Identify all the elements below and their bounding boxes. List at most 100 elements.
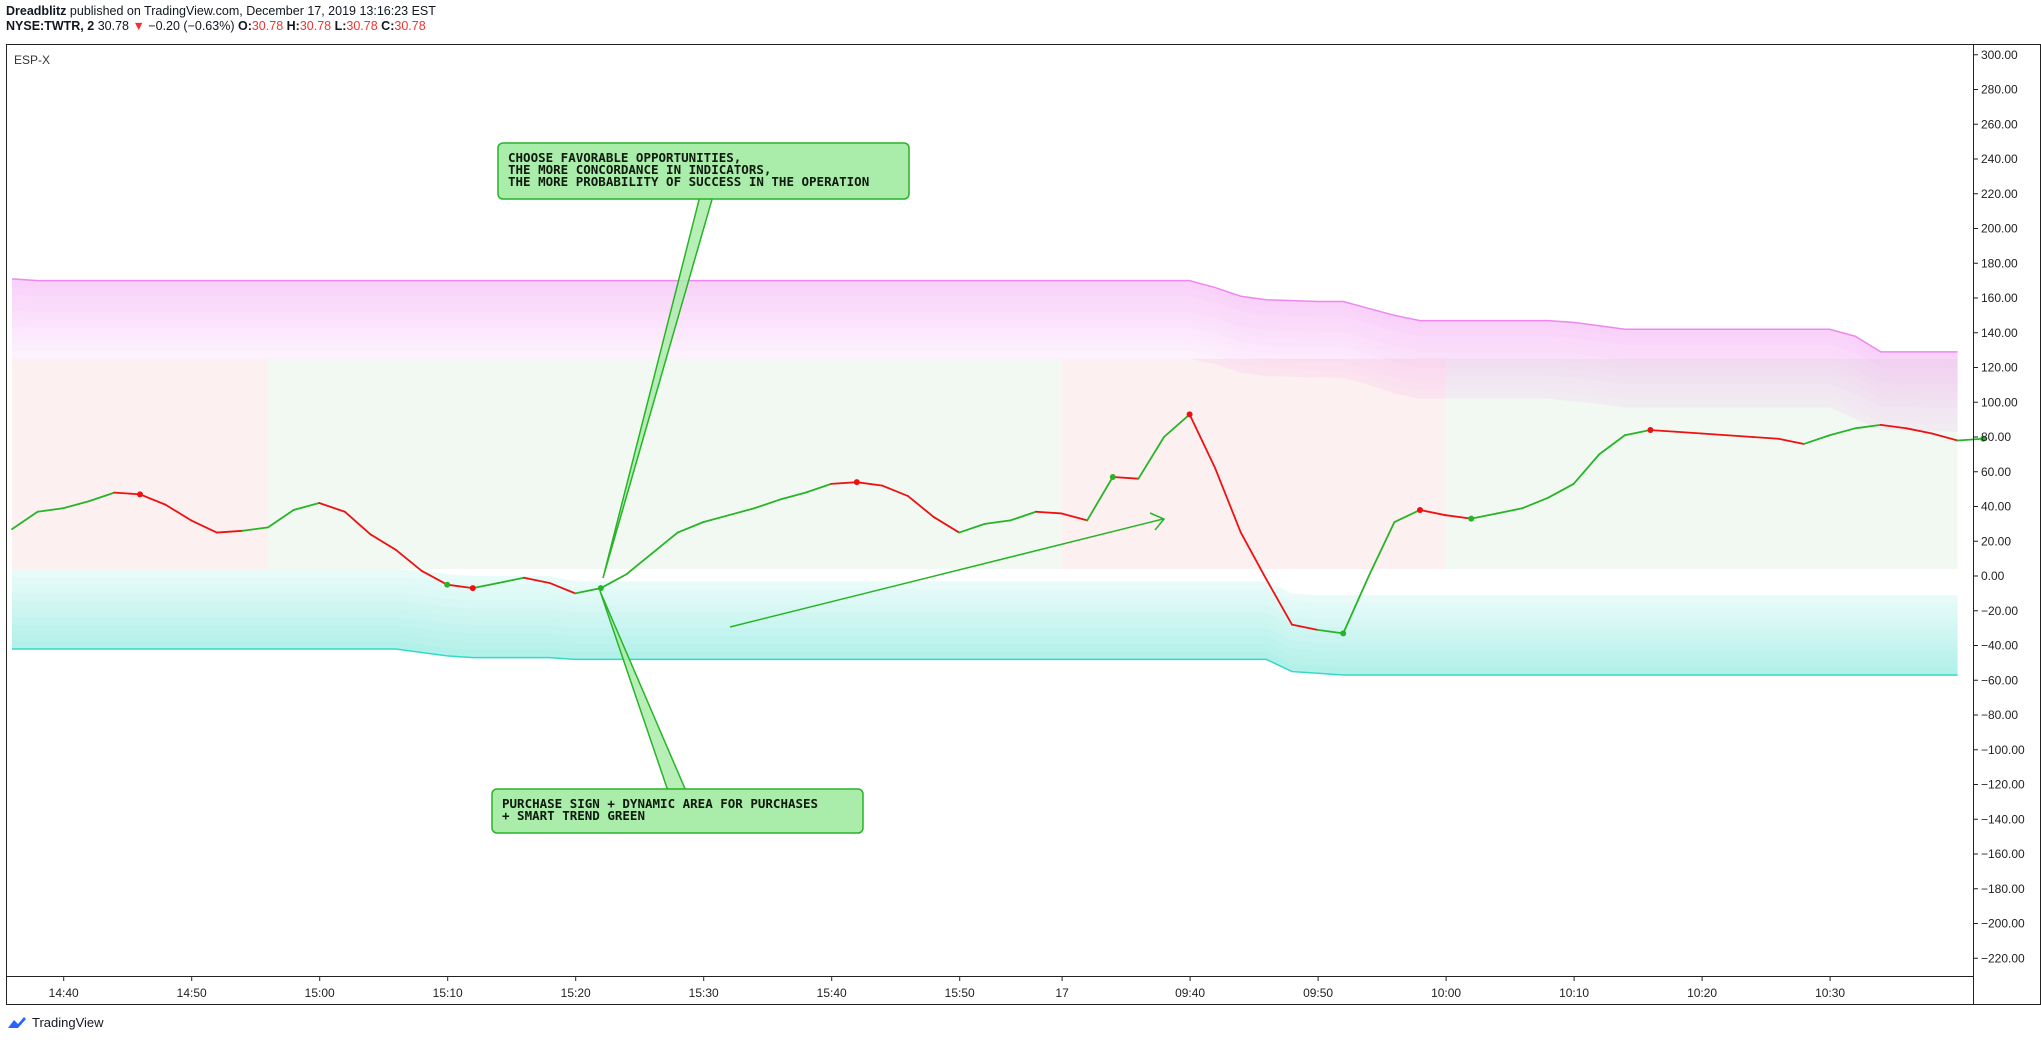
y-tick-label: 40.00 — [1981, 500, 2011, 514]
price-segment — [267, 509, 295, 529]
upper-band-layer — [12, 310, 1958, 392]
price-segment — [395, 549, 423, 572]
y-tick-label: 100.00 — [1981, 395, 2018, 409]
price-segment — [1214, 467, 1242, 534]
price-segment — [1137, 436, 1165, 480]
price-segment — [727, 507, 756, 517]
price-segment — [36, 507, 65, 513]
lower-band-layer — [12, 577, 1958, 612]
annotation-line: THE MORE PROBABILITY OF SUCCESS IN THE O… — [508, 174, 869, 189]
price-segment — [1316, 628, 1345, 635]
background-zone — [1445, 358, 1958, 570]
price-segment — [164, 503, 193, 522]
price-segment — [1547, 483, 1575, 499]
signal-dot — [597, 585, 604, 592]
symbol-label: NYSE:TWTR, 2 — [6, 19, 95, 33]
price-segment — [1598, 434, 1626, 456]
y-tick-label: 180.00 — [1981, 256, 2018, 270]
price-segment — [1035, 510, 1063, 515]
price-segment — [1393, 509, 1421, 524]
price-segment — [1495, 507, 1524, 515]
y-tick-label: 260.00 — [1981, 117, 2018, 131]
y-tick-label: 140.00 — [1981, 326, 2018, 340]
signal-dot — [1468, 515, 1475, 522]
price-segment — [676, 521, 705, 534]
signal-dot — [1186, 411, 1193, 418]
signal-dot — [469, 585, 476, 592]
x-tick-label: 10:30 — [1815, 986, 1845, 1000]
x-tick-label: 10:00 — [1431, 986, 1461, 1000]
x-tick-label: 10:10 — [1559, 986, 1589, 1000]
price-segment — [1649, 429, 1677, 433]
price-change: −0.20 (−0.63%) — [148, 19, 235, 33]
price-segment — [62, 500, 90, 510]
indicator-label: ESP-X — [14, 53, 50, 67]
callout-opportunities: CHOOSE FAVORABLE OPPORTUNITIES, THE MORE … — [497, 142, 910, 200]
price-segment — [1521, 496, 1549, 510]
y-tick-label: −120.00 — [1981, 778, 2025, 792]
x-tick-label: 14:40 — [49, 986, 79, 1000]
x-tick-label: 15:30 — [689, 986, 719, 1000]
price-axis[interactable]: 300.00 280.00 260.00 240.00 220.00 200.00 180.… — [1973, 48, 2025, 966]
chart-header: Dreadblitz published on TradingView.com,… — [6, 4, 436, 34]
price-segment — [1444, 514, 1473, 520]
y-tick-label: −40.00 — [1981, 639, 2018, 653]
annotation-line: THE MORE CONCORDANCE IN INDICATORS, — [508, 162, 771, 177]
lower-band-layer — [12, 609, 1958, 644]
price-segment — [1419, 509, 1447, 517]
y-tick-label: 280.00 — [1981, 83, 2018, 97]
price-segment — [574, 587, 602, 595]
close-value: 30.78 — [394, 19, 426, 33]
price-segment — [1905, 427, 1933, 435]
publish-line: Dreadblitz published on TradingView.com,… — [6, 4, 436, 19]
price-segment — [907, 495, 935, 518]
upper-band-layer — [12, 286, 1958, 368]
signal-dot — [1417, 506, 1423, 513]
price-segment — [932, 516, 961, 534]
price-segment — [881, 484, 909, 497]
x-tick-label: 14:50 — [177, 986, 207, 1000]
price-segment — [1931, 432, 1959, 442]
price-segment — [139, 493, 167, 506]
price-segment — [1828, 427, 1857, 437]
price-segment — [1291, 623, 1319, 631]
price-segment — [420, 569, 449, 586]
price-segment — [1060, 512, 1089, 522]
down-triangle-icon: ▼ — [132, 19, 145, 33]
price-segment — [1777, 437, 1805, 445]
price-segment — [1854, 423, 1882, 430]
lower-band-edge — [12, 648, 1958, 676]
upper-band-edge — [11, 278, 1958, 353]
high-value: 30.78 — [299, 19, 332, 33]
price-segment — [446, 583, 474, 590]
price-segment — [241, 526, 269, 532]
price-segment — [1623, 429, 1652, 437]
time-axis[interactable]: 14:40 14:50 15:00 15:10 15:20 15:30 15:40 15:50… — [49, 976, 1846, 1000]
open-label: O: — [237, 19, 252, 33]
y-tick-label: 60.00 — [1981, 465, 2011, 479]
lower-band-layer — [12, 640, 1958, 676]
x-tick-label: 15:10 — [433, 986, 463, 1000]
y-tick-label: −100.00 — [1981, 743, 2025, 757]
background-zone — [1061, 358, 1446, 570]
author-name[interactable]: Dreadblitz — [6, 4, 67, 18]
y-tick-label: −220.00 — [1981, 951, 2025, 965]
price-segment — [523, 576, 551, 584]
publish-info: published on TradingView.com, December 1… — [69, 4, 436, 18]
price-segment — [190, 519, 218, 534]
lower-band-layer — [12, 585, 1958, 620]
y-tick-label: 20.00 — [1981, 534, 2011, 548]
x-tick-label: 17 — [1055, 986, 1069, 1000]
lower-band-layer — [12, 624, 1958, 660]
price-segment — [625, 552, 653, 576]
footer-brand[interactable]: TradingView — [6, 1015, 104, 1030]
y-tick-label: 220.00 — [1981, 187, 2018, 201]
price-segment — [651, 531, 679, 555]
annotation-line: CHOOSE FAVORABLE OPPORTUNITIES, — [508, 150, 741, 165]
callout-purchase-sign: PURCHASE SIGN + DYNAMIC AREA FOR PURCHAS… — [491, 788, 864, 834]
price-segment — [855, 481, 884, 487]
price-segment — [343, 510, 372, 536]
lower-band-layer — [12, 593, 1958, 628]
y-tick-label: 120.00 — [1981, 361, 2018, 375]
price-chart[interactable]: CHOOSE FAVORABLE OPPORTUNITIES, THE MORE … — [0, 0, 2041, 1010]
